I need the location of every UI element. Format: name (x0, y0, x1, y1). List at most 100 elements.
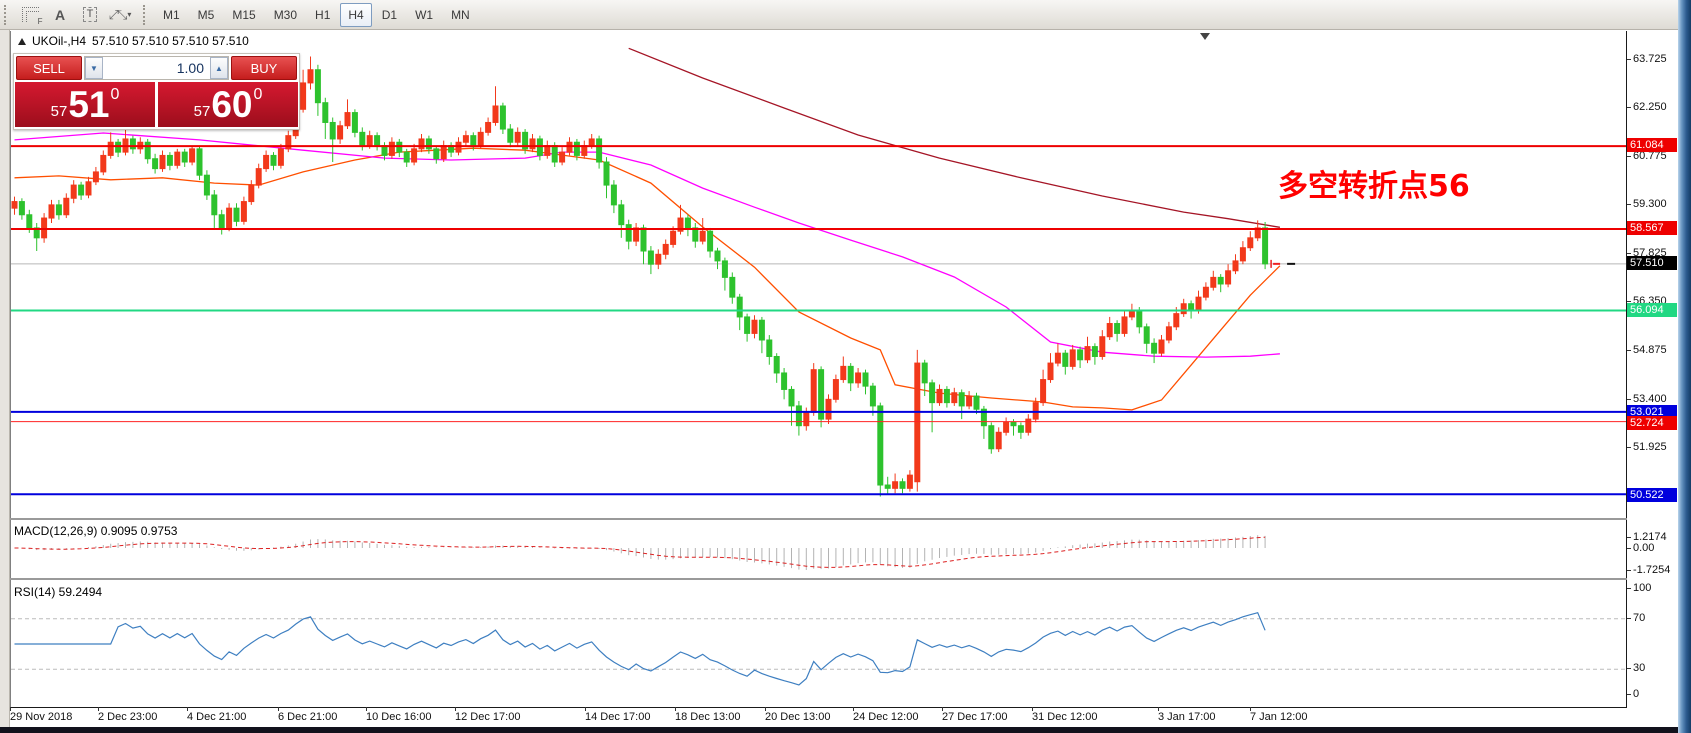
ma-slow-line (14, 132, 1280, 358)
time-tick-mark (675, 707, 676, 711)
main-chart[interactable]: 多空转折点56 (11, 46, 1626, 518)
timeframe-button-m15[interactable]: M15 (232, 7, 256, 22)
sell-price-small: 57 (50, 103, 68, 120)
chart-grid-button[interactable] (17, 3, 43, 27)
sell-price-tile[interactable]: 57 51 0 (15, 82, 155, 127)
macd-title: MACD(12,26,9) 0.9095 0.9753 (14, 524, 178, 538)
rsi-tick-label: 100 (1633, 582, 1652, 594)
time-tick-mark (1158, 707, 1159, 711)
timeframe-button-m1[interactable]: M1 (163, 7, 180, 22)
price-tick-label: 62.250 (1633, 101, 1667, 113)
time-tick-mark (10, 707, 11, 711)
macd-tick-mark (1627, 570, 1631, 571)
volume-increase-button[interactable]: ▲ (210, 57, 228, 79)
price-tick-mark (1627, 447, 1631, 448)
price-tick-label: 60.775 (1633, 150, 1667, 162)
sell-button[interactable]: SELL (16, 56, 82, 80)
insert-arrows-button[interactable]: ⤢⤡ ▾ (107, 3, 133, 27)
timeframe-toolbar: M1 M5 M15 M30 H1 H4 D1 W1 MN (154, 2, 479, 27)
timeframe-button-w1[interactable]: W1 (415, 7, 434, 22)
toolbar-grip[interactable] (4, 4, 11, 25)
time-tick-mark (765, 707, 766, 711)
time-tick-label: 2 Dec 23:00 (98, 711, 158, 723)
plot-left-border (10, 31, 11, 707)
rsi-panel[interactable] (11, 581, 1626, 707)
toolbar: A T ⤢⤡ ▾ M1 M5 M15 M30 H1 H4 D1 W1 MN (0, 0, 1678, 30)
grid-f-icon (21, 7, 43, 26)
time-axis-border (10, 707, 1627, 708)
price-level-tag: 52.724 (1627, 416, 1677, 430)
price-tick-mark (1627, 156, 1631, 157)
time-tick-label: 14 Dec 17:00 (585, 711, 651, 723)
one-click-trading-panel: SELL ▼ 1.00 ▲ BUY 57 51 0 57 60 0 (13, 53, 300, 130)
window-bottom-edge (0, 727, 1678, 733)
window-left-edge (0, 30, 10, 727)
macd-tick-mark (1627, 548, 1631, 549)
symbol-quotes: 57.510 57.510 57.510 57.510 (92, 34, 249, 48)
rsi-tick-mark (1627, 694, 1631, 695)
buy-button[interactable]: BUY (231, 56, 297, 80)
buy-price-tile[interactable]: 57 60 0 (158, 82, 298, 127)
time-tick-mark (278, 707, 279, 711)
macd-panel[interactable] (11, 521, 1626, 577)
macd-rsi-divider[interactable] (10, 578, 1627, 580)
time-tick-label: 3 Jan 17:00 (1158, 711, 1216, 723)
price-axis-border (1626, 31, 1627, 707)
time-tick-label: 27 Dec 17:00 (942, 711, 1008, 723)
price-tick-mark (1627, 59, 1631, 60)
time-tick-label: 24 Dec 12:00 (853, 711, 919, 723)
volume-input[interactable]: 1.00 (103, 57, 210, 79)
chart-title-row: UKOil-,H4 57.510 57.510 57.510 57.510 (18, 34, 249, 48)
price-tick-label: 63.725 (1633, 53, 1667, 65)
chart-shift-marker-icon[interactable] (1200, 33, 1210, 40)
timeframe-button-m5[interactable]: M5 (197, 7, 215, 22)
time-tick-label: 7 Jan 12:00 (1250, 711, 1308, 723)
timeframe-button-d1[interactable]: D1 (381, 7, 398, 22)
insert-text-button[interactable]: A (47, 3, 73, 27)
time-tick-label: 6 Dec 21:00 (278, 711, 338, 723)
price-level-tag: 56.094 (1627, 303, 1677, 317)
toolbar-grip-2[interactable] (143, 4, 150, 25)
window-right-edge (1678, 0, 1691, 733)
time-tick-mark (853, 707, 854, 711)
volume-stepper: ▼ 1.00 ▲ (84, 56, 229, 80)
time-tick-label: 29 Nov 2018 (10, 711, 73, 723)
time-tick-label: 10 Dec 16:00 (366, 711, 432, 723)
price-level-tag: 57.510 (1627, 256, 1677, 270)
price-tick-label: 51.925 (1633, 441, 1667, 453)
chevron-down-icon: ▾ (127, 10, 132, 19)
time-tick-label: 4 Dec 21:00 (187, 711, 247, 723)
text-box-icon: T (82, 7, 98, 22)
price-tick-mark (1627, 301, 1631, 302)
rsi-tick-label: 0 (1633, 688, 1640, 700)
rsi-tick-label: 70 (1633, 612, 1646, 624)
time-tick-label: 20 Dec 13:00 (765, 711, 831, 723)
arrows-icon: ⤢⤡ (108, 6, 128, 22)
rsi-tick-mark (1627, 618, 1631, 619)
time-tick-mark (1032, 707, 1033, 711)
chart-annotation: 多空转折点56 (1278, 169, 1470, 204)
macd-tick-label: 1.2174 (1633, 531, 1667, 543)
price-level-tag: 61.084 (1627, 138, 1677, 152)
main-macd-divider[interactable] (10, 518, 1627, 520)
time-tick-mark (98, 707, 99, 711)
volume-decrease-button[interactable]: ▼ (85, 57, 103, 79)
timeframe-button-h1[interactable]: H1 (315, 7, 331, 22)
rsi-tick-label: 30 (1633, 662, 1646, 674)
symbol-title: UKOil-,H4 (32, 34, 87, 48)
price-tick-label: 54.875 (1633, 344, 1667, 356)
timeframe-button-m30[interactable]: M30 (273, 7, 298, 22)
time-tick-mark (942, 707, 943, 711)
time-tick-label: 31 Dec 12:00 (1032, 711, 1098, 723)
timeframe-button-h4[interactable]: H4 (340, 2, 372, 27)
timeframe-button-mn[interactable]: MN (451, 7, 470, 22)
time-tick-label: 12 Dec 17:00 (455, 711, 521, 723)
time-tick-mark (585, 707, 586, 711)
price-level-tag: 50.522 (1627, 488, 1677, 502)
letter-a-icon: A (54, 6, 66, 23)
rsi-title: RSI(14) 59.2494 (14, 585, 103, 599)
buy-price-big: 60 (211, 83, 253, 125)
price-tick-mark (1627, 107, 1631, 108)
text-label-button[interactable]: T (77, 3, 103, 27)
price-level-tag: 53.021 (1627, 405, 1677, 419)
